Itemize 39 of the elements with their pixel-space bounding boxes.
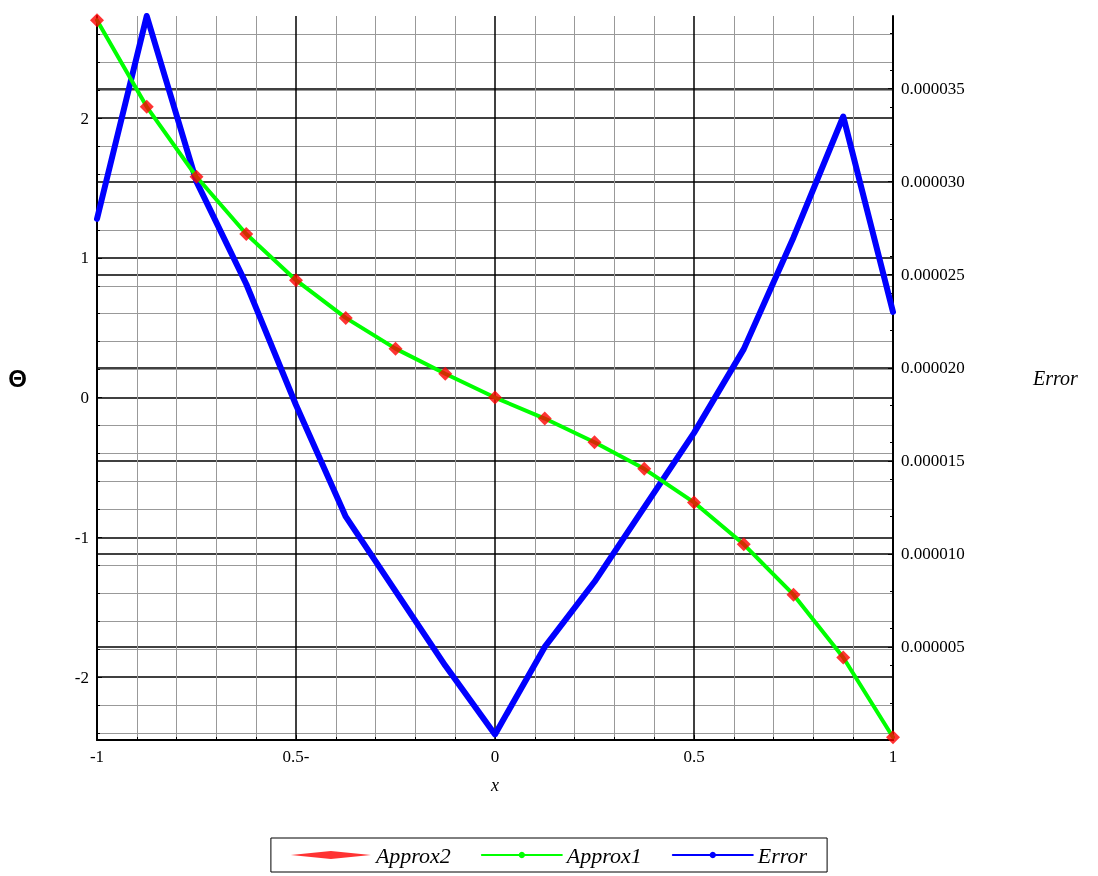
legend-label: Error (756, 842, 808, 868)
y2-tick-label: 0.000020 (901, 358, 965, 378)
point (786, 587, 801, 602)
point (637, 461, 652, 476)
y-tick-label: -2 (74, 667, 89, 687)
point (836, 650, 851, 665)
point (189, 169, 204, 184)
point (488, 390, 502, 405)
y2-tick-label: 0.000035 (901, 79, 965, 99)
y-tick-label: 2 (80, 108, 89, 128)
point (338, 310, 353, 325)
point (90, 13, 104, 28)
point (438, 366, 453, 381)
y-tick-label: -1 (74, 527, 89, 547)
y2-tick-label: 0.000010 (901, 544, 965, 564)
point (537, 411, 552, 426)
y2-tick-label: 0.000015 (901, 451, 965, 471)
point (886, 730, 900, 745)
x-tick-label: 0 (490, 747, 500, 766)
point (239, 227, 254, 242)
x-tick-label: 0.5- (282, 747, 310, 766)
point (388, 341, 403, 356)
point (687, 495, 701, 510)
point (139, 99, 154, 114)
y2-tick-label: 0.000025 (901, 265, 965, 285)
point (289, 273, 303, 288)
x-tick-label: 0.5 (683, 747, 705, 766)
legend-label: Approx1 (564, 842, 642, 868)
x-tick-label: 1 (888, 747, 898, 766)
legend-label: Approx2 (373, 842, 451, 868)
y2-tick-label: 0.000030 (901, 172, 965, 192)
y2-tick-label: 0.000005 (901, 637, 965, 657)
point (587, 435, 602, 450)
y2-axis-title: Error (1032, 367, 1079, 389)
y-tick-label: 0 (80, 388, 89, 408)
x-axis-title: x (490, 775, 499, 795)
y-axis-title: Θ (8, 364, 27, 392)
point (736, 537, 751, 552)
y-tick-label: 1 (80, 248, 89, 268)
